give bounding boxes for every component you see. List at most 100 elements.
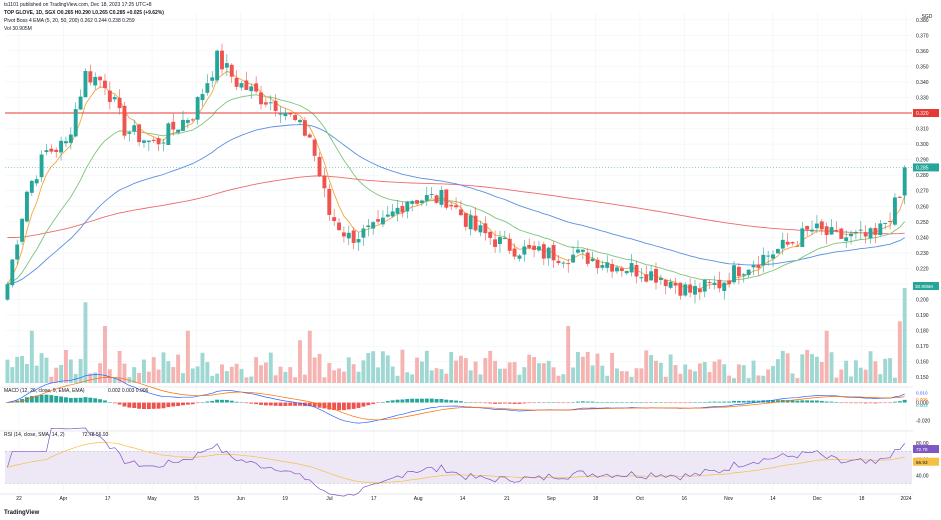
volume-bar [205, 362, 210, 383]
time-tick-label: Dec [813, 496, 822, 502]
volume-bar [395, 375, 400, 383]
macd-histogram-bar [527, 402, 532, 404]
volume-bar [283, 371, 288, 383]
volume-bar [873, 361, 878, 383]
volume-bar [790, 373, 795, 383]
macd-histogram-bar [663, 402, 668, 404]
macd-histogram-bar [771, 400, 775, 403]
macd-histogram-bar [429, 398, 434, 403]
macd-histogram-bar [449, 400, 454, 403]
macd-histogram-bar [298, 402, 302, 406]
volume-bar [298, 340, 302, 383]
volume-bar [532, 357, 537, 383]
volume-bar [332, 370, 337, 383]
candle-body [288, 113, 293, 115]
time-tick-label: 15 [194, 496, 200, 502]
volume-bar [654, 360, 658, 383]
candle-body [546, 247, 551, 259]
macd-histogram-bar [312, 402, 317, 407]
volume-bar [239, 368, 244, 383]
macd-values: 0.002 0.003 0.006 [108, 388, 149, 394]
macd-histogram-bar [220, 399, 224, 403]
volume-tag: 30.905M [915, 284, 933, 289]
macd-histogram-bar [419, 398, 424, 403]
volume-bar [766, 369, 771, 383]
time-tick-label: May [147, 496, 157, 502]
macd-histogram-bar [600, 402, 605, 403]
volume-bar [254, 357, 259, 383]
candle-body [93, 76, 98, 86]
volume-line: Vol 30.905M [4, 26, 32, 32]
indicator-line: Pivot Boss 4 EMA (5, 20, 50, 200) 0.262 … [4, 18, 135, 24]
macd-line [7, 374, 905, 424]
macd-histogram-bar [244, 402, 249, 404]
macd-histogram-bar [824, 401, 829, 403]
candle-body [863, 232, 868, 237]
macd-histogram-bar [190, 402, 195, 405]
price-tick-label: 0.200 [916, 298, 929, 304]
candle-body [405, 201, 410, 212]
macd-histogram-bar [595, 401, 600, 403]
candle-body [600, 265, 605, 268]
candle-body [127, 132, 132, 134]
candle-body [400, 205, 405, 213]
volume-bar [771, 365, 775, 383]
macd-histogram-bar [254, 402, 259, 405]
candle-body [332, 217, 337, 222]
candle-body [215, 50, 220, 81]
macd-histogram-bar [327, 402, 332, 410]
macd-histogram-bar [195, 402, 200, 404]
time-axis: 22 Apr 17 May 15 Jun 19 Jul 17 Aug 14 21 Sep 18 Oct 16 N… [16, 496, 912, 502]
time-tick-label: 2024 [900, 496, 911, 502]
candle-body [853, 231, 858, 233]
rsi-ma-value-tag-bg [913, 457, 939, 466]
candle-body [571, 254, 576, 263]
volume-bar [78, 358, 83, 383]
candle-body [795, 245, 800, 247]
candle-body [449, 204, 454, 207]
volume-bar [210, 375, 215, 383]
volume-bar [351, 364, 356, 383]
volume-bar [137, 373, 142, 383]
candle-body [639, 277, 644, 279]
time-tick-label: 14 [460, 496, 466, 502]
volume-bar [702, 362, 707, 383]
macd-histogram-bar [458, 401, 463, 403]
volume-bar [317, 353, 322, 383]
volume-bar [819, 362, 824, 383]
volume-bar [624, 371, 629, 383]
volume-bar [54, 367, 59, 383]
macd-histogram-bar [385, 401, 390, 403]
macd-histogram-bar [444, 399, 449, 403]
volume-bar [493, 360, 498, 383]
macd-histogram-bar [522, 402, 527, 404]
candle-body [707, 282, 712, 284]
candle-body [537, 246, 541, 251]
candle-body [298, 120, 302, 123]
candle-body [268, 102, 273, 104]
macd-histogram-bar [78, 397, 83, 403]
macd-histogram-bar [127, 402, 132, 408]
macd-histogram-bar [488, 402, 493, 404]
candle-body [434, 195, 439, 203]
candle-body [771, 254, 775, 259]
macd-histogram-bar [49, 395, 54, 403]
macd-histogram-bar [34, 395, 39, 403]
volume-bar [20, 355, 25, 383]
price-tick-label: 0.360 [916, 49, 929, 55]
time-tick-label: 21 [504, 496, 510, 502]
symbol-line: TOP GLOVE, 1D, SGX O0.265 H0.290 L0.265 … [4, 10, 164, 16]
candle-body [185, 120, 190, 123]
volume-bar [166, 361, 171, 383]
candle-body [234, 77, 239, 87]
candle-body [868, 228, 873, 239]
volume-bar [293, 377, 298, 383]
macd-histogram-bar [605, 401, 610, 403]
volume-bar [663, 376, 668, 383]
candle-body [888, 220, 893, 222]
volume-bar [10, 367, 15, 383]
candle-body [39, 154, 44, 178]
volume-bar [502, 368, 507, 383]
